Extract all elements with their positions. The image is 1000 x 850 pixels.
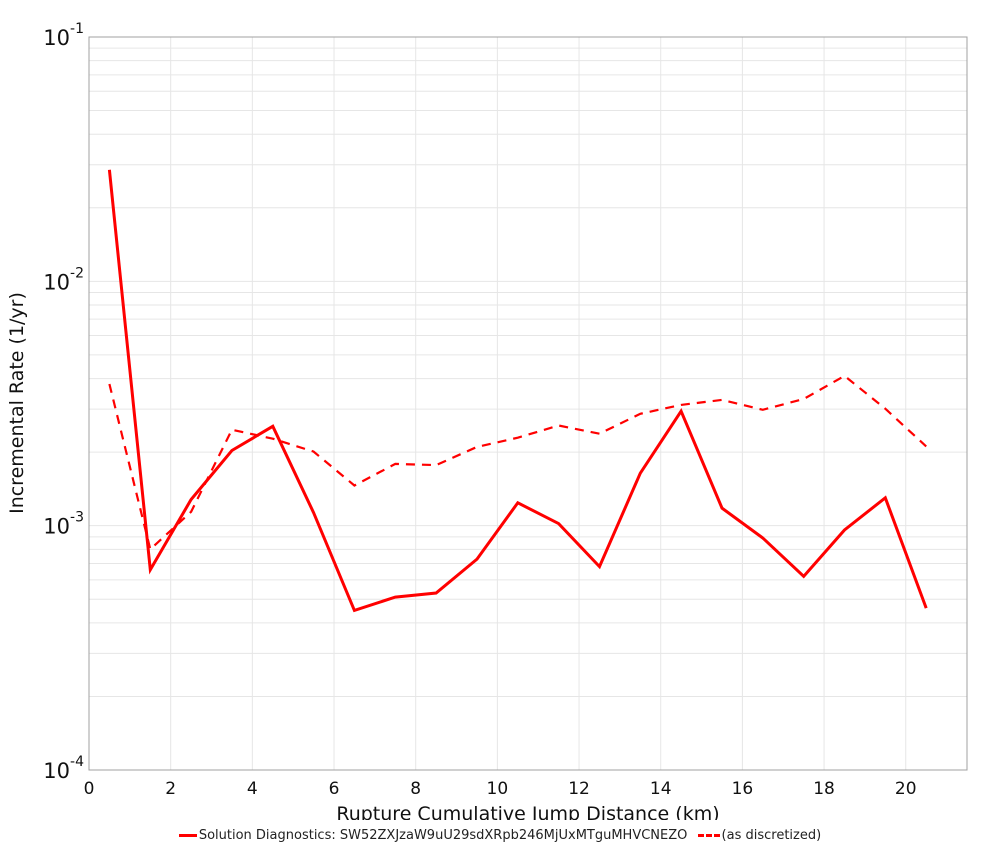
y-tick-label: 10-4 (43, 754, 84, 783)
x-axis-label: Rupture Cumulative Jump Distance (km) (336, 803, 719, 820)
y-tick-label: 10-1 (43, 21, 84, 50)
x-tick-label: 16 (732, 779, 754, 799)
grid (89, 37, 967, 770)
plot-border (88, 36, 968, 771)
series-lines (107, 169, 928, 613)
x-tick-label: 6 (329, 779, 340, 799)
chart: 0 2 4 6 8 10 12 14 16 18 20 10-1 10-2 10-3 10-4 Ruptu… (6, 21, 968, 820)
plot-background (89, 37, 967, 770)
x-axis-ticks: 0 2 4 6 8 10 12 14 16 18 20 (84, 779, 917, 799)
x-tick-label: 2 (165, 779, 176, 799)
y-axis-ticks: 10-1 10-2 10-3 10-4 (43, 21, 84, 783)
legend-swatch-dashed (697, 834, 720, 837)
legend-label-discretized: (as discretized) (721, 828, 822, 843)
x-tick-label: 4 (247, 779, 258, 799)
legend-swatch-solid (178, 834, 197, 837)
x-tick-label: 20 (895, 779, 917, 799)
series-solution-line (107, 169, 928, 613)
y-tick-label: 10-2 (43, 265, 84, 294)
legend-label-solution: Solution Diagnostics: SW52ZXJzaW9uU29sdX… (198, 828, 688, 843)
series-discretized-line (108, 374, 927, 552)
y-axis-label: Incremental Rate (1/yr) (6, 292, 28, 514)
x-tick-label: 18 (813, 779, 835, 799)
x-tick-label: 8 (410, 779, 421, 799)
x-tick-label: 10 (487, 779, 509, 799)
x-tick-label: 14 (650, 779, 672, 799)
y-tick-label: 10-3 (43, 510, 84, 539)
x-tick-label: 12 (568, 779, 590, 799)
legend: Solution Diagnostics: SW52ZXJzaW9uU29sdX… (0, 828, 1000, 843)
x-tick-label: 0 (84, 779, 95, 799)
